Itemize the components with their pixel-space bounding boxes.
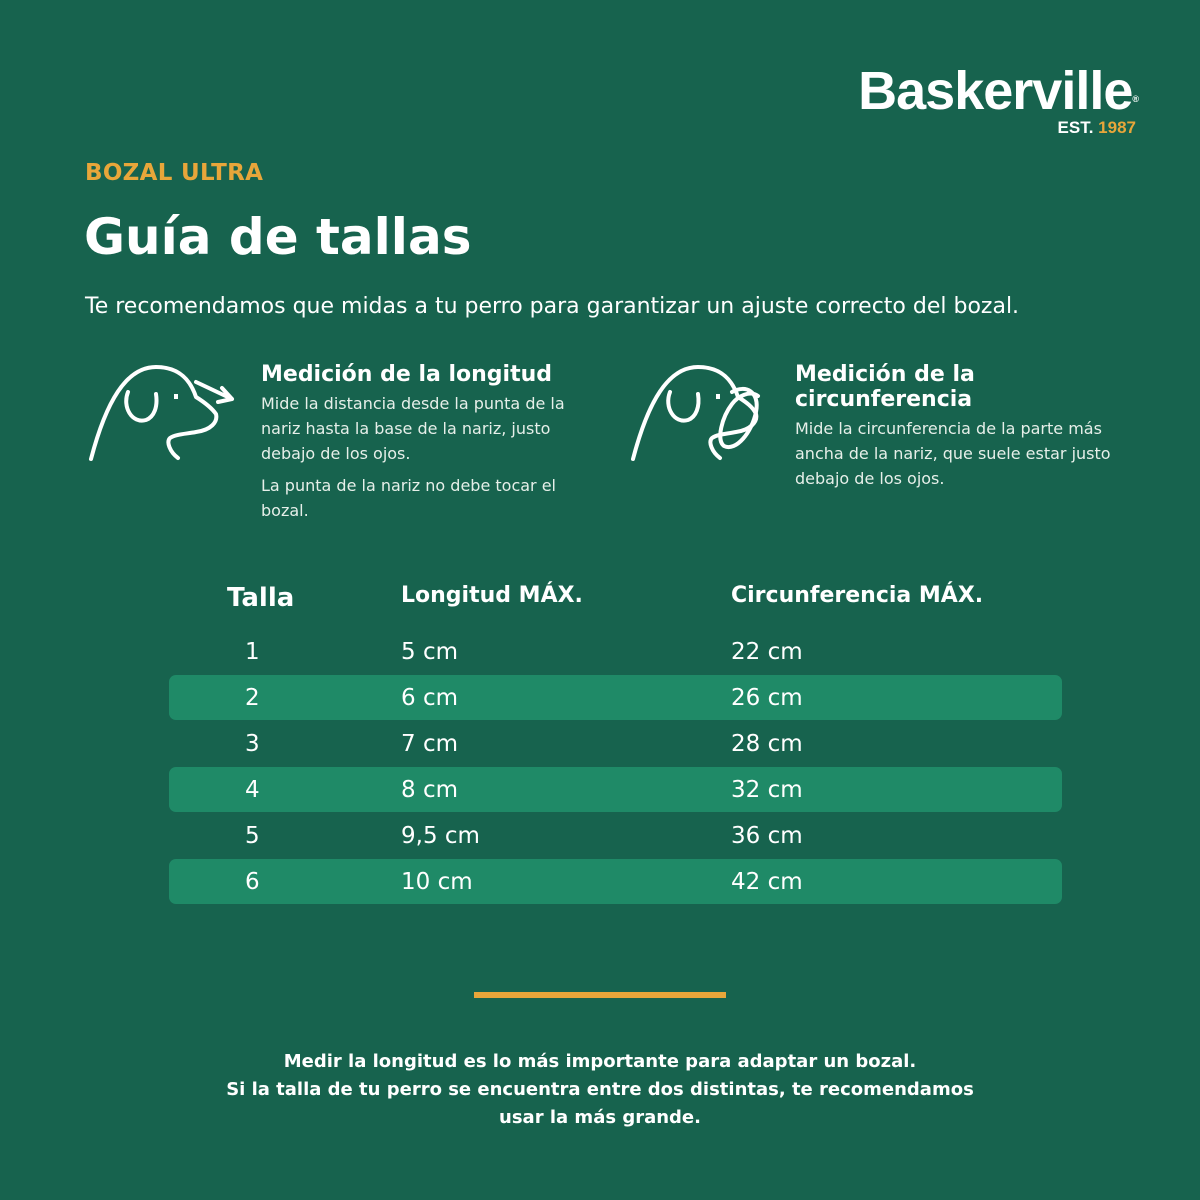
circumference-description: Mide la circunferencia de la parte más a… [795,419,1111,488]
length-note: La punta de la nariz no debe tocar el bo… [261,476,556,520]
circumference-cell: 42 cm [730,859,1062,904]
table-row: 6 10 cm 42 cm [169,859,1062,904]
circumference-cell: 32 cm [730,767,1062,812]
table-header-row: Talla Longitud MÁX. Circunferencia MÁX. [169,581,1062,628]
dog-circumference-icon [631,365,760,461]
circumference-measure-block: Medición de la circunferencia Mide la ci… [795,362,1145,491]
length-cell: 7 cm [401,730,458,757]
size-cell: 1 [245,638,260,665]
footer-note: Medir la longitud es lo más importante p… [0,1048,1200,1132]
footer-line: usar la más grande. [499,1107,701,1128]
length-cell: 5 cm [401,638,458,665]
est-label: EST. [1057,118,1094,137]
header-max-circumference: Circunferencia MÁX. [731,583,984,608]
header-max-length: Longitud MÁX. [401,583,583,608]
length-cell: 10 cm [400,859,730,904]
brand-name: Baskerville [858,61,1133,121]
size-cell: 5 [245,822,260,849]
length-cell: 8 cm [400,767,730,812]
circumference-cell: 36 cm [731,822,803,849]
circumference-cell: 28 cm [731,730,803,757]
size-table: Talla Longitud MÁX. Circunferencia MÁX. … [169,580,1062,905]
circumference-title: Medición de la circunferencia [795,362,975,412]
size-cell: 4 [169,767,400,812]
size-cell: 3 [245,730,260,757]
brand-logo: Baskerville® EST. 1987 [858,61,1139,138]
size-cell: 6 [169,859,400,904]
table-row: 3 7 cm 28 cm [169,721,1062,766]
intro-text: Te recomendamos que midas a tu perro par… [85,294,1020,319]
footer-line: Medir la longitud es lo más importante p… [283,1051,917,1072]
length-measure-block: Medición de la longitud Mide la distanci… [261,362,591,523]
footer-line: Si la talla de tu perro se encuentra ent… [226,1079,974,1100]
length-cell: 6 cm [400,675,730,720]
registered-mark: ® [1132,94,1139,104]
table-row: 1 5 cm 22 cm [169,629,1062,674]
page-title: Guía de tallas [84,208,472,266]
size-cell: 2 [169,675,400,720]
dog-length-icon [89,365,234,461]
length-title: Medición de la longitud [261,362,553,387]
length-description: Mide la distancia desde la punta de la n… [261,394,565,463]
divider [474,992,726,998]
table-row: 5 9,5 cm 36 cm [169,813,1062,858]
est-year: 1987 [1098,118,1136,137]
header-size: Talla [227,583,295,613]
product-name: BOZAL ULTRA [85,160,264,186]
length-cell: 9,5 cm [401,822,480,849]
circumference-cell: 22 cm [731,638,803,665]
circumference-cell: 26 cm [730,675,1062,720]
